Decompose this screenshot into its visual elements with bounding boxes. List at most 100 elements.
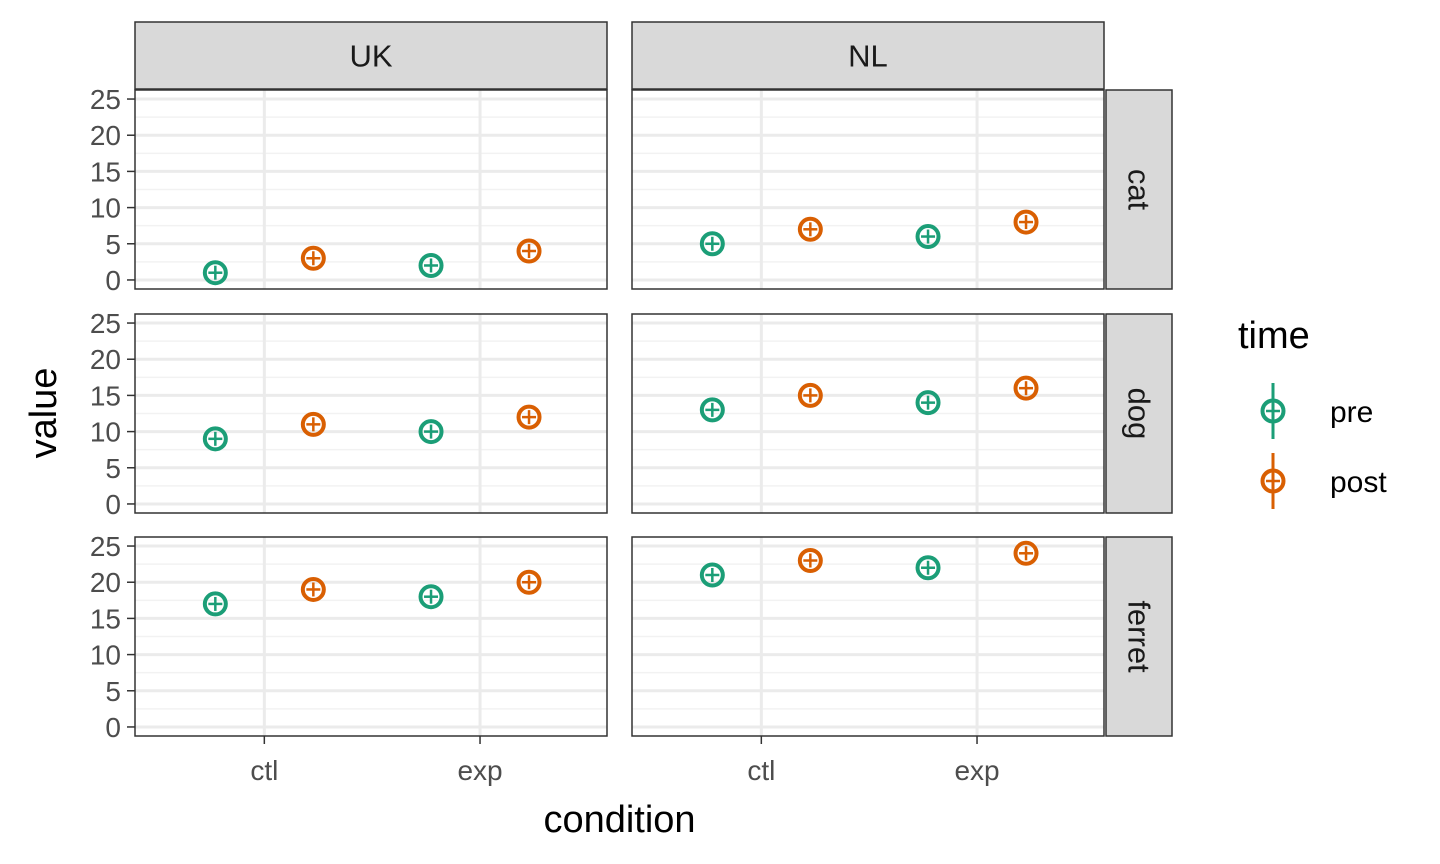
data-point <box>699 562 725 588</box>
panel-border <box>631 536 1105 737</box>
y-tick-label: 25 <box>90 531 121 562</box>
point-ring <box>1260 398 1286 424</box>
x-tick-label: exp <box>954 755 999 786</box>
point-ring <box>202 426 228 452</box>
data-point <box>797 216 823 242</box>
facet-strip-column <box>134 21 608 90</box>
facet-strip-label: cat <box>1122 169 1157 211</box>
data-point <box>516 238 542 264</box>
data-point <box>418 252 444 278</box>
data-point <box>915 390 941 416</box>
data-point <box>1013 375 1039 401</box>
point-ring <box>516 404 542 430</box>
panel-UK-cat <box>134 89 608 290</box>
y-tick-label: 0 <box>105 265 121 296</box>
point-ring <box>797 548 823 574</box>
y-tick-label: 20 <box>90 120 121 151</box>
panel-border <box>631 313 1105 514</box>
y-tick-label: 5 <box>105 676 121 707</box>
point-ring <box>1013 540 1039 566</box>
data-point <box>915 224 941 250</box>
point-ring <box>1013 209 1039 235</box>
data-point <box>516 404 542 430</box>
y-tick-label: 5 <box>105 229 121 260</box>
data-point <box>300 576 326 602</box>
point-ring <box>418 419 444 445</box>
facet-strip-label: ferret <box>1122 600 1157 673</box>
point-ring <box>418 252 444 278</box>
facet-strip-label: dog <box>1122 388 1157 440</box>
panel-UK-ferret <box>134 536 608 737</box>
x-tick-label: ctl <box>250 755 278 786</box>
y-tick-label: 20 <box>90 567 121 598</box>
x-axis-title: condition <box>543 799 695 841</box>
panel-border <box>631 89 1105 290</box>
data-point <box>516 569 542 595</box>
panel-NL-ferret <box>631 536 1105 737</box>
legend-key-post <box>1260 453 1286 509</box>
legend-label: post <box>1330 466 1387 499</box>
facet-strip-column <box>631 21 1105 90</box>
point-ring <box>699 397 725 423</box>
facet-strip-row <box>1105 313 1173 514</box>
point-ring <box>915 555 941 581</box>
legend-key-marker <box>1260 398 1286 424</box>
y-tick-label: 25 <box>90 84 121 115</box>
y-tick-label: 20 <box>90 344 121 375</box>
facet-strip-row <box>1105 89 1173 290</box>
x-tick-label: ctl <box>747 755 775 786</box>
legend-key-marker <box>1260 468 1286 494</box>
data-point <box>300 245 326 271</box>
y-tick-label: 0 <box>105 712 121 743</box>
panel-border <box>134 313 608 514</box>
point-ring <box>202 260 228 286</box>
data-point <box>699 397 725 423</box>
data-point <box>202 260 228 286</box>
y-tick-label: 10 <box>90 417 121 448</box>
point-ring <box>797 216 823 242</box>
point-ring <box>418 584 444 610</box>
point-ring <box>300 245 326 271</box>
facet-strip-label: NL <box>848 39 888 74</box>
data-point <box>699 231 725 257</box>
legend-key-pre <box>1260 383 1286 439</box>
point-ring <box>915 224 941 250</box>
point-ring <box>516 569 542 595</box>
series-pre <box>202 224 941 617</box>
panel-NL-cat <box>631 89 1105 290</box>
point-ring <box>300 576 326 602</box>
y-tick-label: 15 <box>90 380 121 411</box>
data-point <box>797 548 823 574</box>
data-point <box>418 419 444 445</box>
data-point <box>915 555 941 581</box>
point-ring <box>1013 375 1039 401</box>
point-ring <box>699 562 725 588</box>
y-tick-label: 25 <box>90 308 121 339</box>
legend-label: pre <box>1330 396 1373 429</box>
data-point <box>202 591 228 617</box>
data-point <box>797 382 823 408</box>
point-ring <box>516 238 542 264</box>
point-ring <box>699 231 725 257</box>
point-ring <box>300 411 326 437</box>
panel-border <box>134 89 608 290</box>
legend-title: time <box>1238 315 1310 357</box>
y-tick-label: 15 <box>90 603 121 634</box>
panel-UK-dog <box>134 313 608 514</box>
facet-strip-label: UK <box>349 39 392 74</box>
y-tick-label: 15 <box>90 156 121 187</box>
y-tick-label: 5 <box>105 453 121 484</box>
y-tick-label: 10 <box>90 193 121 224</box>
point-ring <box>1260 468 1286 494</box>
data-point <box>1013 209 1039 235</box>
data-point <box>418 584 444 610</box>
facet-strip-row <box>1105 536 1173 737</box>
y-axis-title: value <box>23 368 65 459</box>
point-ring <box>202 591 228 617</box>
panel-NL-dog <box>631 313 1105 514</box>
panel-border <box>134 536 608 737</box>
series-post <box>300 209 1039 602</box>
y-tick-label: 10 <box>90 640 121 671</box>
